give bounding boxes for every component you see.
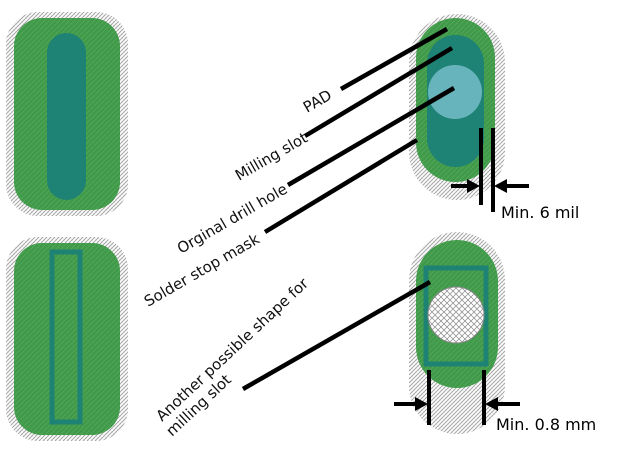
drill-hole-leader — [286, 86, 456, 187]
bottom-right-pad-group — [409, 232, 505, 434]
milling-slot-rounded — [47, 33, 86, 200]
milling-slot-rectangular — [49, 249, 83, 425]
top-left-pad-group — [6, 12, 128, 216]
dimension-arrowhead — [467, 179, 480, 193]
another-shape-label-line1: Another possible shape for — [152, 274, 312, 425]
solder-mask-leader — [263, 138, 419, 234]
min-0-8-mm-label: Min. 0.8 mm — [496, 415, 596, 434]
leader-lines — [241, 27, 456, 391]
milling-slot-rectangular — [423, 265, 489, 367]
dimension-arrowhead — [485, 397, 498, 411]
pad-leader — [339, 27, 449, 91]
pad-copper — [14, 243, 120, 435]
min-6-mil-label: Min. 6 mil — [501, 203, 579, 222]
another-shape-leader — [241, 280, 432, 391]
pad-label: PAD — [300, 86, 335, 117]
milling-slot-leader — [303, 46, 454, 138]
dimension-0-8-mm: Min. 0.8 mm — [394, 370, 596, 434]
bottom-left-pad-group — [6, 237, 128, 441]
drill-hole — [427, 286, 485, 344]
dimension-arrowhead — [415, 397, 428, 411]
original-drill-hole — [428, 65, 482, 119]
dimension-arrowhead — [494, 179, 507, 193]
dimension-6-mil: Min. 6 mil — [451, 128, 579, 222]
